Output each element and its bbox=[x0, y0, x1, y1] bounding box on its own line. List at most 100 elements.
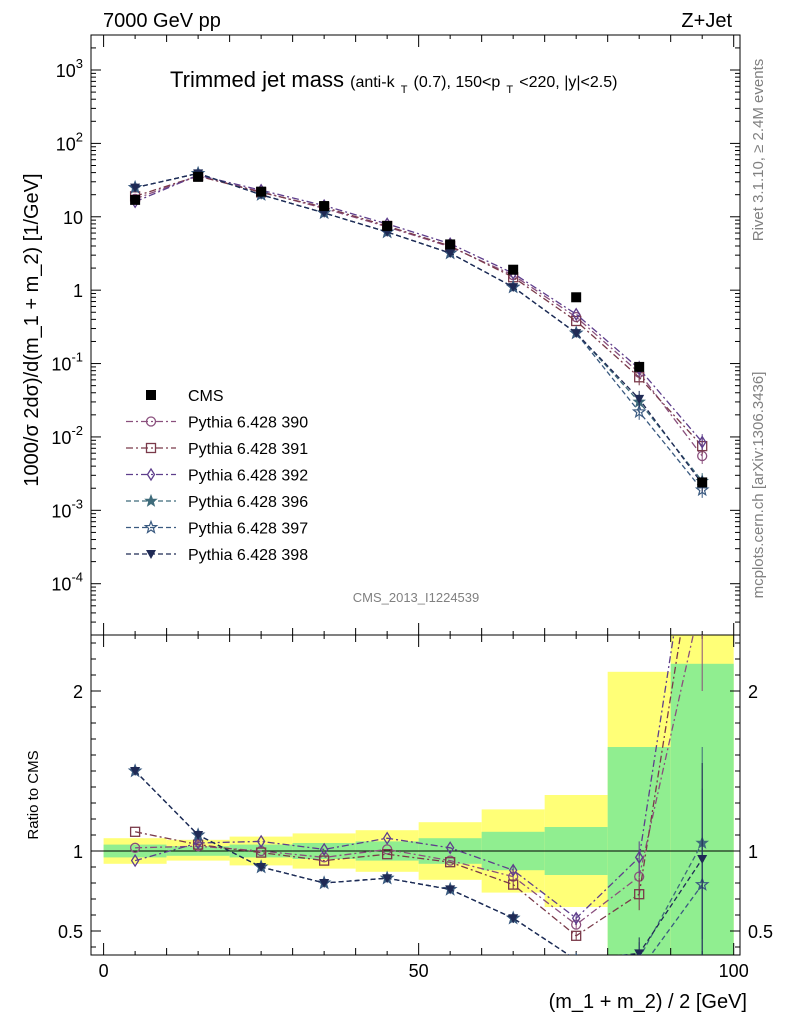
legend-marker-0 bbox=[145, 416, 157, 427]
legend-label-1: Pythia 6.428 391 bbox=[188, 441, 308, 458]
main-point-s4-8 bbox=[631, 404, 647, 419]
main-point-s5-5 bbox=[445, 249, 456, 259]
ratio-point-s1-7 bbox=[571, 930, 582, 941]
main-series-line-1 bbox=[134, 175, 703, 447]
main-series-line-3 bbox=[134, 172, 703, 482]
xtick-label-2: 100 bbox=[719, 961, 749, 981]
title-sub-3: T bbox=[506, 84, 513, 96]
main-series-line-0 bbox=[134, 175, 703, 457]
main-point-s5-8 bbox=[634, 394, 645, 404]
ratio-point-s5-4 bbox=[382, 874, 393, 884]
ratio-ytick-label-right-2: 2 bbox=[748, 682, 758, 702]
main-point-s5-6 bbox=[508, 283, 519, 293]
ratio-point-s5-8 bbox=[634, 949, 645, 955]
ratio-point-s4-8 bbox=[634, 965, 645, 976]
ratio-point-s1-0 bbox=[129, 826, 141, 837]
ratio-frame bbox=[90, 634, 741, 956]
ratio-series-line-2 bbox=[134, 635, 675, 920]
xtick-label-1: 50 bbox=[409, 961, 429, 981]
title-sub-0: (anti-k bbox=[350, 74, 395, 91]
main-point-s4-9 bbox=[694, 482, 710, 497]
main-series-line-2 bbox=[134, 174, 703, 443]
cms-point-7 bbox=[571, 292, 582, 303]
legend-marker-5 bbox=[146, 550, 156, 559]
ratio-point-s0-0 bbox=[129, 842, 141, 853]
main-title-text: Trimmed jet mass bbox=[170, 67, 344, 92]
ratio-point-s2-2 bbox=[256, 834, 266, 849]
main-ytick-label-7: 103 bbox=[56, 56, 83, 81]
main-title: Trimmed jet mass (anti-k T (0.7), 150<p … bbox=[170, 67, 617, 98]
cms-point-9 bbox=[697, 477, 708, 488]
cms-point-1 bbox=[193, 171, 204, 182]
main-ytick-label-4: 1 bbox=[73, 281, 83, 301]
ratio-ytick-label-left-1: 1 bbox=[73, 842, 83, 862]
main-axes: 10-4 10-3 10-2 10-1 1 10 102 103 bbox=[51, 34, 741, 636]
header-left: 7000 GeV pp bbox=[103, 10, 221, 32]
xtick-label-0: 0 bbox=[99, 961, 109, 981]
ratio-series-group bbox=[127, 635, 710, 976]
cms-point-6 bbox=[508, 264, 519, 275]
legend-marker-1 bbox=[145, 442, 157, 454]
title-sub-1: T bbox=[401, 84, 408, 96]
main-ytick-label-1: 10-3 bbox=[51, 496, 83, 521]
main-ytick-label-0: 10-4 bbox=[51, 570, 83, 595]
ratio-ylabel: Ratio to CMS bbox=[25, 750, 42, 839]
legend-marker-2 bbox=[146, 467, 156, 482]
main-series-line-5 bbox=[134, 172, 703, 485]
legend-marker-3 bbox=[144, 493, 158, 507]
legend-label-4: Pythia 6.428 397 bbox=[188, 521, 308, 538]
cms-point-5 bbox=[445, 239, 456, 250]
title-sub-4: <220, |y|<2.5) bbox=[519, 74, 617, 91]
ratio-point-s2-6 bbox=[508, 863, 518, 877]
ratio-point-s1-4 bbox=[381, 849, 393, 860]
legend: CMS Pythia 6.428 390 Pythia 6.428 391 Pythi… bbox=[126, 388, 308, 564]
ratio-ytick-label-left-0: 0.5 bbox=[58, 922, 83, 942]
ratio-series-line-5 bbox=[134, 770, 703, 955]
ratio-point-s2-4 bbox=[382, 831, 392, 845]
ratio-point-s2-0 bbox=[130, 853, 140, 868]
ratio-ytick-label-right-1: 1 bbox=[748, 842, 758, 862]
header-right: Z+Jet bbox=[681, 10, 732, 32]
cms-point-3 bbox=[319, 201, 330, 212]
ratio-point-s5-0 bbox=[130, 767, 141, 776]
main-ylabel: 1000/σ 2dσ)/d(m_1 + m_2) [1/GeV] bbox=[21, 173, 43, 486]
ratio-point-s2-3 bbox=[319, 842, 329, 857]
main-point-s5-3 bbox=[319, 208, 330, 218]
legend-label-3: Pythia 6.428 396 bbox=[188, 494, 308, 511]
main-point-s2-7 bbox=[571, 307, 581, 321]
cms-point-8 bbox=[634, 361, 645, 372]
ratio-point-s1-8 bbox=[634, 889, 645, 900]
ratio-point-s5-3 bbox=[319, 879, 330, 888]
ratio-point-s2-1 bbox=[193, 836, 203, 850]
rivet-version-label: Rivet 3.1.10, ≥ 2.4M events bbox=[750, 59, 767, 242]
xlabel: (m_1 + m_2) / 2 [GeV] bbox=[549, 991, 747, 1013]
cms-point-2 bbox=[256, 186, 267, 197]
main-ytick-label-6: 102 bbox=[56, 129, 83, 154]
ratio-point-s2-7 bbox=[571, 911, 581, 925]
ratio-point-s1-5 bbox=[445, 857, 456, 868]
ratio-point-s5-6 bbox=[508, 914, 519, 924]
ratio-point-s5-9 bbox=[697, 855, 708, 864]
ratio-point-s2-8 bbox=[634, 850, 644, 865]
main-point-s2-9 bbox=[697, 435, 707, 449]
main-ytick-label-2: 10-2 bbox=[51, 423, 83, 448]
main-point-s5-0 bbox=[130, 183, 141, 193]
legend-label-0: Pythia 6.428 390 bbox=[188, 415, 308, 432]
legend-label-2: Pythia 6.428 392 bbox=[188, 468, 308, 485]
ratio-ytick-label-right-0: 0.5 bbox=[748, 922, 773, 942]
main-point-s5-7 bbox=[571, 329, 582, 339]
ratio-point-s1-6 bbox=[508, 879, 519, 890]
main-ytick-label-3: 10-1 bbox=[51, 350, 83, 375]
ratio-point-s5-7 bbox=[571, 956, 581, 965]
mcplots-label: mcplots.cern.ch [arXiv:1306.3436] bbox=[750, 372, 767, 599]
ratio-series-line-1 bbox=[134, 635, 682, 937]
ratio-point-s5-5 bbox=[445, 885, 456, 895]
title-sub-2: (0.7), 150<p bbox=[414, 74, 501, 91]
ratio-point-s5-1 bbox=[193, 831, 204, 840]
ratio-point-s2-5 bbox=[445, 841, 455, 855]
main-series-group bbox=[127, 165, 710, 498]
legend-label-cms: CMS bbox=[188, 388, 224, 405]
analysis-watermark: CMS_2013_I1224539 bbox=[353, 590, 480, 605]
legend-marker-4 bbox=[143, 519, 159, 534]
